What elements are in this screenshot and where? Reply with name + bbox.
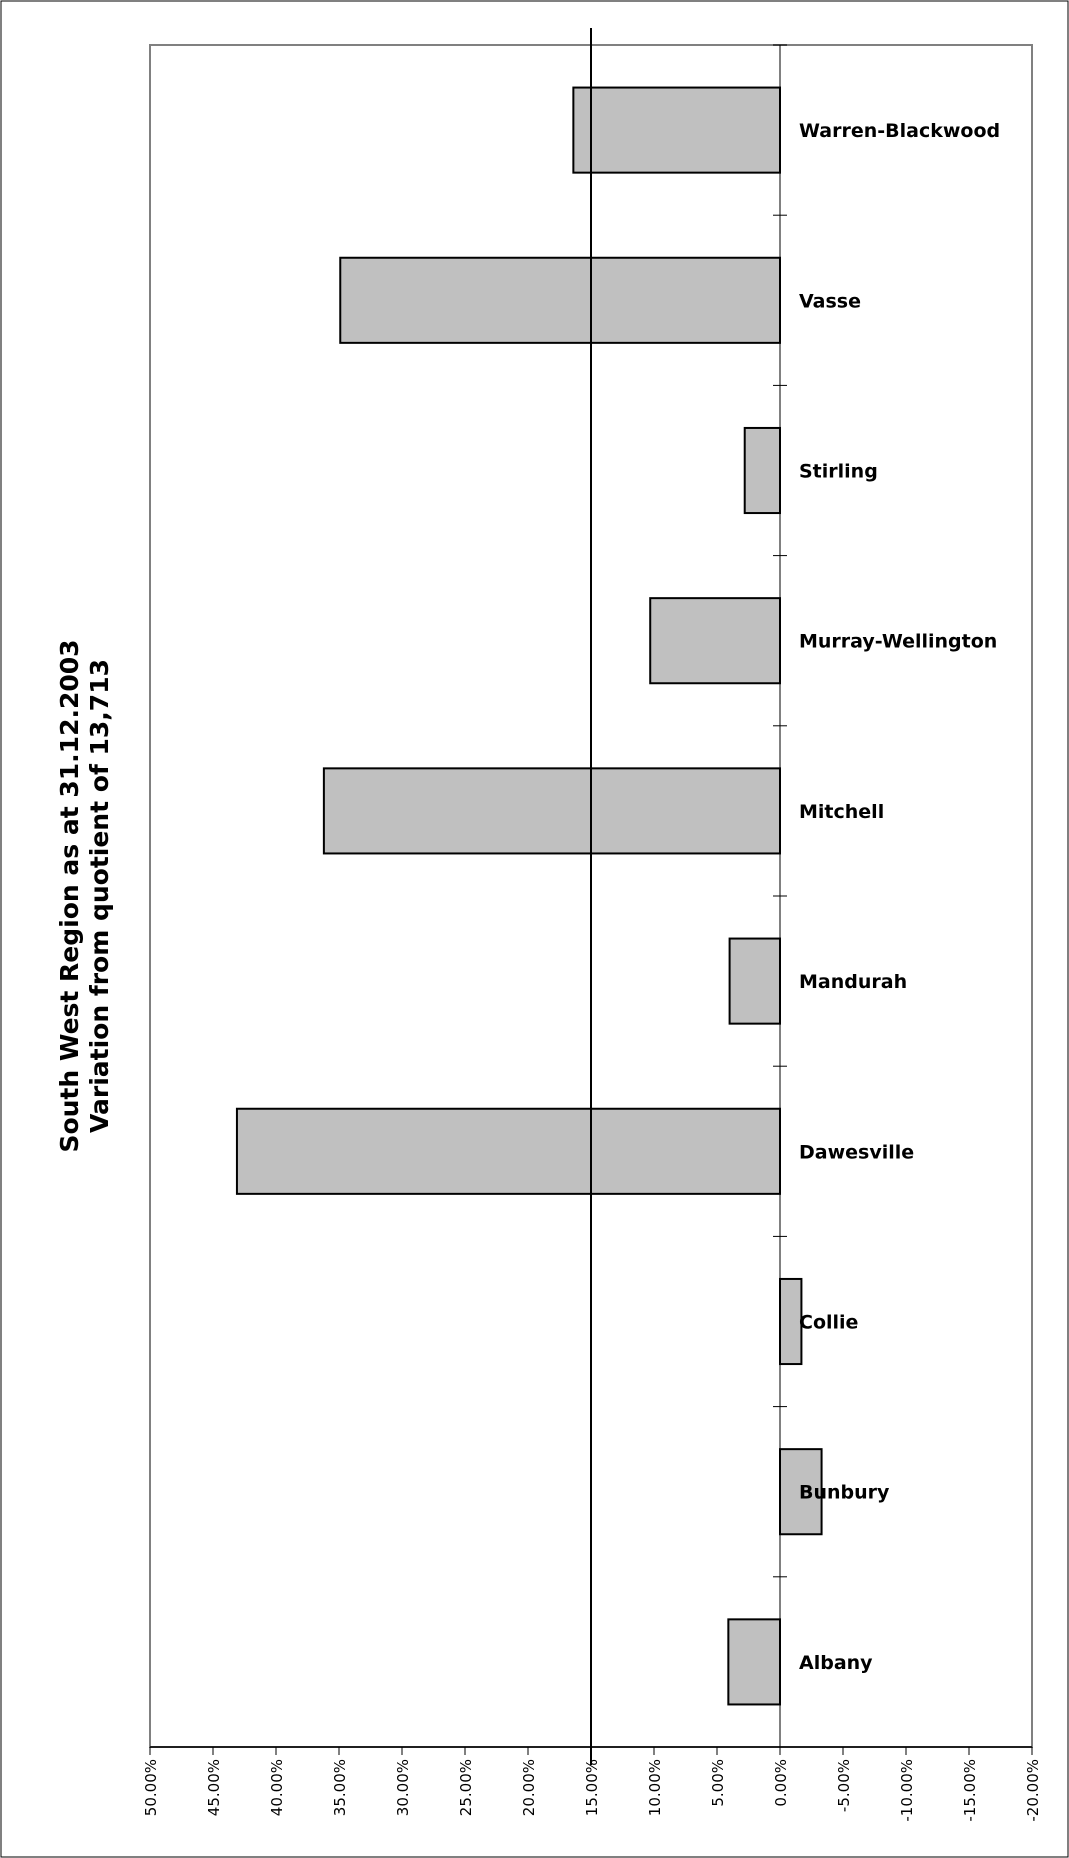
- category-labels: Warren-Blackwood Vasse Stirling Murray-Well…: [799, 120, 1000, 1674]
- category-label-vasse: Vasse: [799, 290, 861, 312]
- value-tick-label: 20.00%: [520, 1759, 538, 1816]
- category-label-albany: Albany: [799, 1652, 873, 1674]
- bar-albany: [727, 1618, 782, 1706]
- bar-dawesville: [235, 1107, 781, 1195]
- value-tick-label: -5.00%: [835, 1759, 853, 1812]
- category-label-bunbury: Bunbury: [799, 1482, 890, 1504]
- value-tick-label: 10.00%: [646, 1759, 664, 1816]
- bar-warren-blackwood: [572, 86, 781, 174]
- category-label-stirling: Stirling: [799, 461, 878, 483]
- chart-subtitle: Variation from quotient of 13,713: [85, 659, 114, 1133]
- value-tick-label: 5.00%: [709, 1759, 727, 1807]
- bar-murray-wellington: [649, 597, 781, 685]
- value-tick-label: -10.00%: [898, 1759, 916, 1822]
- value-tick-label: 15.00%: [583, 1759, 601, 1816]
- category-label-warren-blackwood: Warren-Blackwood: [799, 120, 1000, 142]
- bar-vasse: [339, 256, 781, 344]
- category-label-mandurah: Mandurah: [799, 971, 907, 993]
- value-axis: 50.00% 45.00% 40.00% 35.00% 30.00% 25.00% 20.0…: [142, 1746, 1042, 1822]
- chart-title-group: South West Region as at 31.12.2003 Varia…: [55, 639, 114, 1152]
- value-tick-label: -20.00%: [1024, 1759, 1042, 1822]
- value-tick-label: 30.00%: [394, 1759, 412, 1816]
- value-tick-label: 50.00%: [142, 1759, 160, 1816]
- category-label-mitchell: Mitchell: [799, 801, 884, 823]
- bar-mandurah: [728, 937, 781, 1025]
- category-label-dawesville: Dawesville: [799, 1141, 914, 1163]
- value-tick-label: -15.00%: [961, 1759, 979, 1822]
- category-label-collie: Collie: [799, 1312, 858, 1334]
- bar-mitchell: [322, 767, 781, 855]
- value-tick-label: 25.00%: [457, 1759, 475, 1816]
- value-tick-label: 45.00%: [205, 1759, 223, 1816]
- chart-title: South West Region as at 31.12.2003: [55, 639, 84, 1152]
- value-tick-label: 0.00%: [772, 1759, 790, 1807]
- bars-group: [235, 86, 823, 1706]
- bar-stirling: [743, 426, 781, 515]
- value-tick-label: 40.00%: [268, 1759, 286, 1816]
- category-label-murray-wellington: Murray-Wellington: [799, 631, 997, 653]
- value-tick-label: 35.00%: [331, 1759, 349, 1816]
